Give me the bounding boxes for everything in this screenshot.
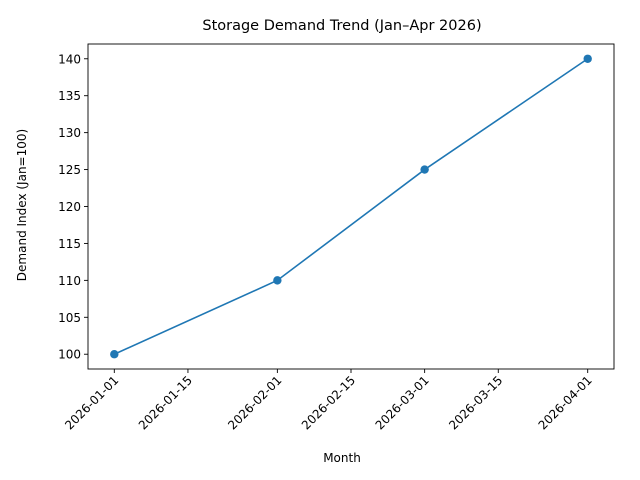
- chart-title: Storage Demand Trend (Jan–Apr 2026): [202, 18, 481, 34]
- y-tick-label: 135: [58, 89, 81, 103]
- y-tick-label: 100: [58, 348, 81, 362]
- y-tick-label: 125: [58, 163, 81, 177]
- y-axis-ticks: 100 105 110 115 120 125 130 135 140: [58, 52, 88, 362]
- series-line: [113, 58, 589, 355]
- y-tick-label: 115: [58, 237, 81, 251]
- data-point: [273, 276, 282, 285]
- y-axis-label: Demand Index (Jan=100): [15, 129, 29, 281]
- data-point: [420, 165, 429, 174]
- y-tick-label: 130: [58, 126, 81, 140]
- y-tick-label: 105: [58, 311, 81, 325]
- x-axis-label: Month: [323, 451, 361, 465]
- data-point: [110, 350, 119, 359]
- data-point: [583, 54, 592, 63]
- y-tick-label: 120: [58, 200, 81, 214]
- y-tick-label: 140: [58, 52, 81, 66]
- y-tick-label: 110: [58, 274, 81, 288]
